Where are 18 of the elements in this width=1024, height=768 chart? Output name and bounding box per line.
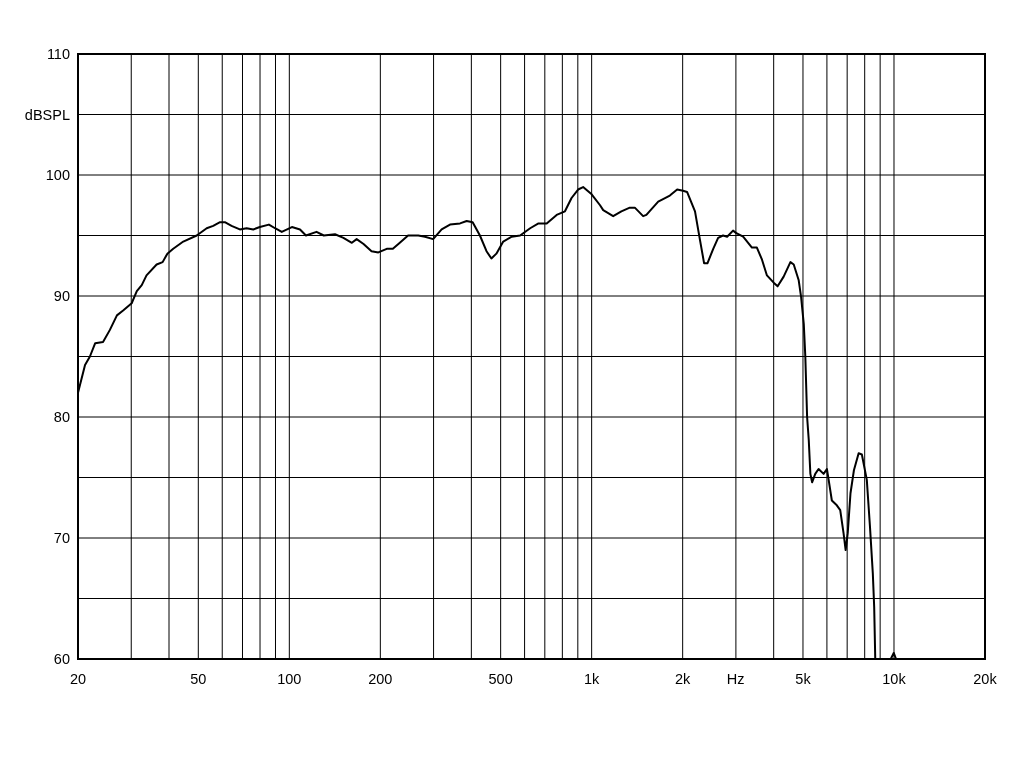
y-axis-title: dBSPL	[24, 106, 70, 123]
x-tick-label: 100	[277, 671, 302, 687]
y-tick-label: 70	[53, 530, 70, 547]
y-tick-label: 80	[53, 409, 70, 426]
x-tick-label: 500	[488, 671, 513, 687]
x-tick-label: 10k	[882, 671, 907, 687]
y-tick-label: 110	[46, 46, 70, 63]
x-tick-label: 200	[368, 671, 393, 687]
x-tick-label: 5k	[795, 671, 812, 687]
x-tick-label: 2k	[675, 671, 692, 687]
x-tick-label: 50	[190, 671, 207, 687]
x-axis-title: Hz	[726, 671, 745, 687]
y-tick-label: 90	[53, 288, 70, 305]
x-tick-label: 20	[69, 671, 87, 687]
y-tick-label: 60	[53, 651, 70, 668]
y-tick-label: 100	[45, 167, 70, 184]
x-tick-label: 1k	[583, 671, 601, 687]
x-tick-label: 20k	[973, 671, 998, 687]
